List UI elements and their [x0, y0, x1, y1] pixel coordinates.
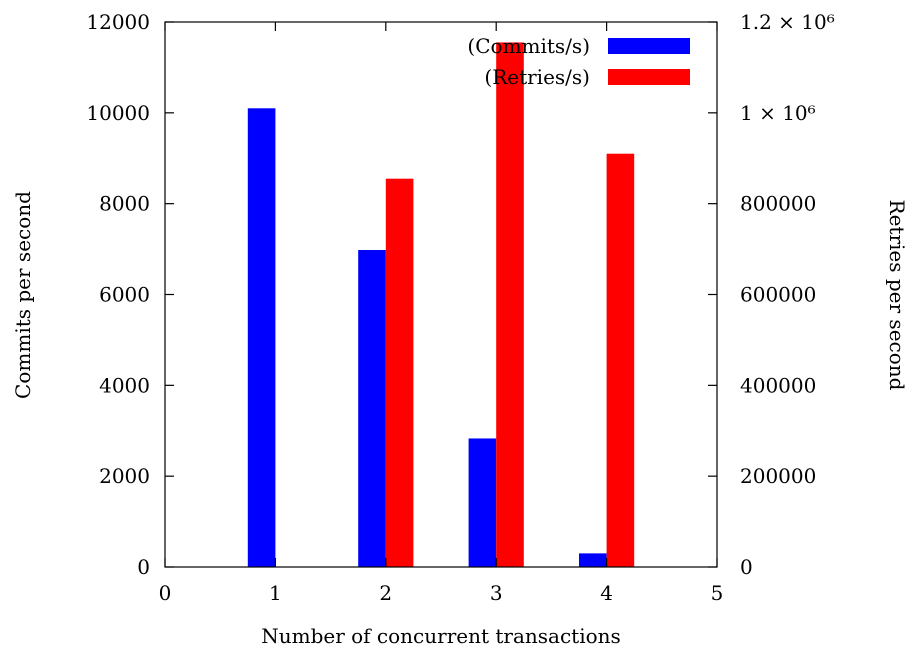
bar-retries-2: [385, 178, 414, 567]
x-tick-label: 1: [269, 581, 282, 605]
x-tick-label: 5: [711, 581, 724, 605]
y2-tick-label: 400000: [740, 373, 816, 397]
y-tick-label: 2000: [99, 464, 150, 488]
bar-retries-3: [496, 42, 524, 567]
y-tick-label: 12000: [86, 10, 150, 34]
y2-axis-title: Retries per second: [885, 200, 909, 391]
x-tick-label: 3: [490, 581, 503, 605]
bar-commits-3: [468, 438, 497, 567]
bar-retries-4: [606, 153, 635, 568]
legend: (Commits/s) (Retries/s): [467, 34, 690, 89]
legend-swatch-retries: [608, 69, 690, 85]
y-tick-label: 6000: [99, 283, 150, 307]
x-tick-label: 2: [379, 581, 392, 605]
bar-commits-1: [247, 108, 276, 568]
y-tick-label: 0: [137, 555, 150, 579]
y-tick-label: 10000: [86, 101, 150, 125]
x-axis-title: Number of concurrent transactions: [261, 624, 621, 648]
legend-label-retries: (Retries/s): [484, 65, 590, 89]
legend-label-commits: (Commits/s): [467, 34, 590, 58]
bar-commits-2: [358, 249, 386, 567]
y2-tick-label: 800000: [740, 192, 816, 216]
y2-tick-label: 0: [740, 555, 753, 579]
y2-tick-label: 600000: [740, 283, 816, 307]
y-axis-title: Commits per second: [11, 191, 35, 399]
y-tick-label: 8000: [99, 192, 150, 216]
bars-layer: [247, 42, 635, 568]
bar-commits-4: [579, 553, 607, 567]
legend-swatch-commits: [608, 38, 690, 54]
y2-tick-label: 1 × 10⁶: [740, 101, 816, 125]
y2-tick-label: 1.2 × 10⁶: [740, 10, 835, 34]
ticks-layer: 0 1 2 3 4 50200040006000800010000120000200000…: [86, 10, 834, 605]
x-tick-label: 0: [159, 581, 172, 605]
x-tick-label: 4: [600, 581, 613, 605]
y2-tick-label: 200000: [740, 464, 816, 488]
y-tick-label: 4000: [99, 373, 150, 397]
